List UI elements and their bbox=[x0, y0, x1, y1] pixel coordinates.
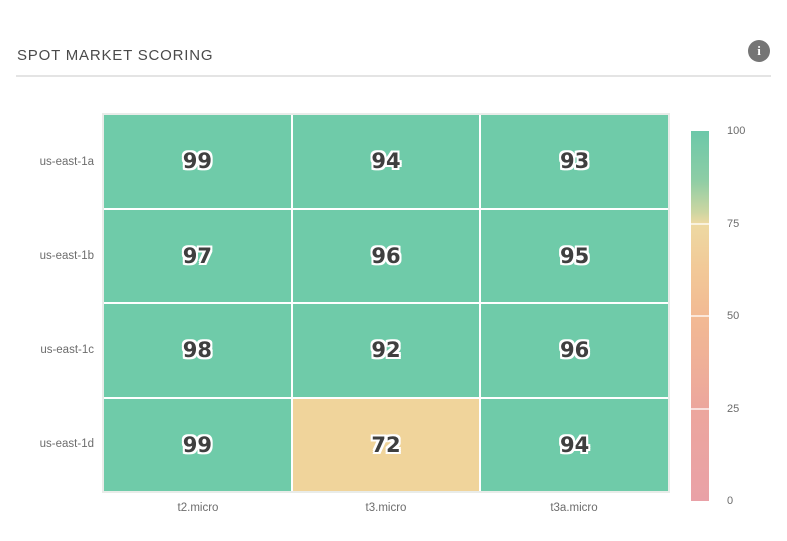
colorbar-tick-line-25 bbox=[691, 407, 709, 410]
col-label-t2.micro: t2.micro bbox=[177, 502, 219, 514]
colorbar-label-50: 50 bbox=[727, 310, 740, 322]
row-label-us-east-1c: us-east-1c bbox=[40, 344, 94, 356]
heatmap-x-axis: t2.micro t3.micro t3a.micro bbox=[104, 502, 668, 514]
heatmap-cell-us-east-1b-t3.micro[interactable]: 96 bbox=[292, 209, 480, 302]
heatmap-cell-us-east-1a-t3a.micro[interactable]: 93 bbox=[481, 115, 668, 208]
heatmap-cell-us-east-1b-t2.micro[interactable]: 97 bbox=[104, 209, 291, 302]
heatmap-cell-us-east-1a-t2.micro[interactable]: 99 bbox=[104, 115, 291, 208]
heatmap-cell-us-east-1d-t3a.micro[interactable]: 94 bbox=[481, 398, 668, 491]
colorbar-tick-line-75 bbox=[691, 222, 709, 225]
row-label-us-east-1d: us-east-1d bbox=[39, 438, 94, 450]
colorbar-label-75: 75 bbox=[727, 217, 740, 230]
heatmap-cell-us-east-1b-t3a.micro[interactable]: 95 bbox=[481, 209, 668, 302]
colorbar-tick-line-50 bbox=[691, 315, 709, 317]
color-scale-bar bbox=[691, 131, 709, 501]
info-icon-glyph: i bbox=[757, 43, 761, 58]
col-label-t3.micro: t3.micro bbox=[365, 502, 407, 514]
colorbar-label-25: 25 bbox=[727, 402, 740, 415]
heatmap-grid: 99 94 93 97 96 95 98 92 96 99 72 94 bbox=[102, 113, 670, 493]
heatmap-cell-us-east-1d-t2.micro[interactable]: 99 bbox=[104, 398, 291, 491]
row-label-us-east-1a: us-east-1a bbox=[39, 156, 94, 168]
header-divider bbox=[16, 75, 771, 77]
heatmap-cell-us-east-1d-t3.micro[interactable]: 72 bbox=[292, 398, 480, 491]
colorbar-label-0: 0 bbox=[727, 495, 734, 507]
col-label-t3a.micro: t3a.micro bbox=[550, 502, 598, 514]
heatmap-cell-us-east-1c-t3a.micro[interactable]: 96 bbox=[481, 304, 668, 397]
heatmap-cell-us-east-1c-t3.micro[interactable]: 92 bbox=[292, 304, 480, 397]
colorbar-label-100: 100 bbox=[727, 125, 746, 137]
page-title: SPOT MARKET SCORING bbox=[17, 47, 214, 64]
heatmap-cell-us-east-1c-t2.micro[interactable]: 98 bbox=[104, 304, 291, 397]
row-label-us-east-1b: us-east-1b bbox=[39, 250, 94, 262]
info-icon[interactable]: i bbox=[748, 40, 770, 62]
heatmap-y-axis: us-east-1a us-east-1b us-east-1c us-east-1d bbox=[0, 115, 94, 491]
heatmap-cell-us-east-1a-t3.micro[interactable]: 94 bbox=[292, 115, 480, 208]
